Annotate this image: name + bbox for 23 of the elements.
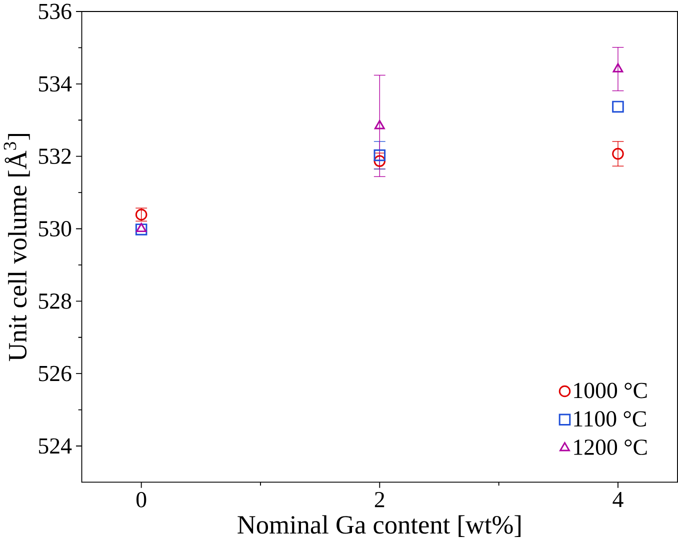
x-tick-label: 4: [612, 492, 624, 508]
point: [612, 100, 624, 113]
y-tick-label: 528: [39, 294, 72, 309]
point: [374, 120, 385, 130]
legend-label: 1200 °C: [574, 440, 647, 456]
legend-label: 1100 °C: [574, 411, 646, 427]
point: [612, 63, 624, 72]
x-tick-label: 2: [374, 492, 384, 508]
y-axis-title: Unit cell volume [Å$^{3}$]: [4, 134, 30, 362]
point: [612, 148, 624, 160]
y-tick-label: 530: [39, 221, 72, 237]
legend-label: 1000 °C: [574, 382, 647, 398]
y-tick-label: 534: [39, 76, 72, 92]
x-tick-label: 0: [136, 492, 146, 508]
point: [374, 149, 386, 162]
point: [135, 224, 148, 236]
y-tick-label: 532: [39, 148, 71, 164]
y-tick-label: 536: [39, 4, 72, 20]
y-tick-label: 526: [39, 366, 72, 382]
point: [136, 222, 147, 232]
y-tick-label: 524: [39, 438, 72, 454]
x-axis-title: Nominal Ga content [wt%]: [238, 515, 520, 538]
point: [374, 155, 386, 168]
